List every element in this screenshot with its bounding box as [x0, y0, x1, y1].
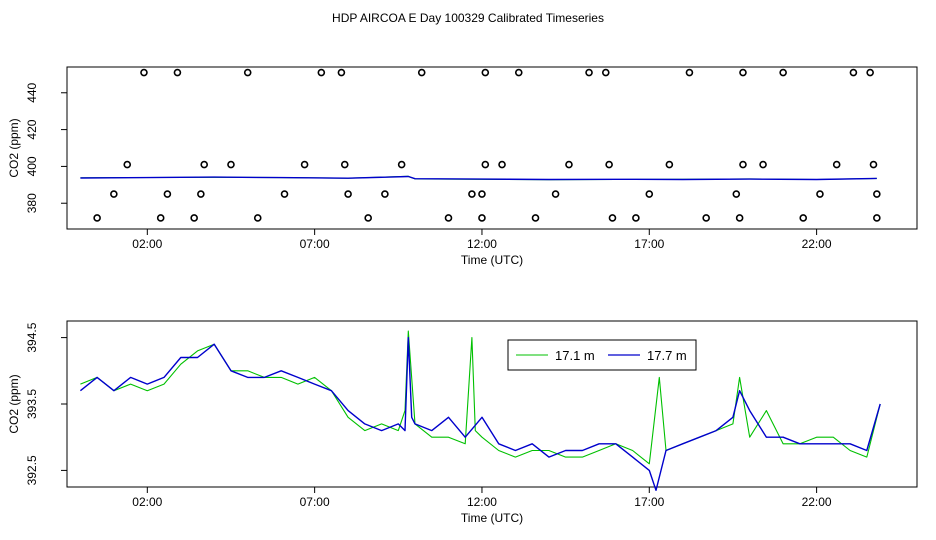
y-tick-label: 394.5: [25, 322, 39, 352]
calibration-point: [739, 160, 747, 169]
calibration-point: [869, 160, 878, 169]
x-tick-label: 12:00: [467, 237, 497, 251]
calibration-point: [481, 68, 490, 77]
calibration-point: [481, 160, 490, 169]
y-axis-title: CO2 (ppm): [7, 118, 21, 177]
y-tick-label: 400: [25, 156, 39, 176]
legend-label-17-1: 17.1 m: [555, 348, 595, 363]
calibration-point: [200, 160, 209, 169]
x-tick-label: 17:00: [634, 495, 664, 509]
calibration-point: [156, 214, 165, 222]
calibration-point: [364, 214, 372, 222]
calibration-point: [685, 68, 694, 77]
calibration-point: [227, 160, 235, 169]
figure-title: HDP AIRCOA E Day 100329 Calibrated Times…: [332, 11, 604, 25]
calibration-point: [110, 190, 118, 198]
y-tick-label: 440: [25, 82, 39, 102]
calibration-point: [551, 190, 560, 198]
x-tick-label: 17:00: [634, 237, 664, 251]
calibration-point: [849, 68, 858, 77]
calibration-point: [337, 68, 346, 77]
calibration-point: [565, 160, 573, 169]
calibration-point: [585, 68, 593, 77]
x-tick-label: 12:00: [467, 495, 497, 509]
calibration-point: [832, 160, 841, 169]
x-tick-label: 22:00: [802, 237, 832, 251]
series-17-1-m-line: [80, 330, 881, 465]
calibration-point: [123, 160, 132, 169]
calibration-point: [873, 190, 881, 198]
calibration-point: [300, 160, 309, 169]
upper-panel: 02:00 07:00 12:00 17:00 22:00 380 400 420 440 Tim…: [7, 66, 918, 267]
calibration-point: [280, 190, 289, 198]
y-tick-label: 393.5: [25, 389, 39, 419]
series-17-7-m-line: [79, 336, 881, 491]
calibration-point: [759, 160, 767, 169]
legend-box: [507, 339, 697, 371]
x-tick-label: 02:00: [132, 237, 162, 251]
series-17-7-m-line: [80, 175, 877, 181]
legend-label-17-7: 17.7 m: [647, 348, 687, 363]
x-tick-label: 07:00: [300, 237, 330, 251]
calibration-point: [866, 68, 874, 77]
calibration-point: [163, 190, 172, 198]
calibration-point: [381, 190, 389, 198]
calibration-point: [632, 214, 640, 222]
x-tick-label: 02:00: [132, 495, 162, 509]
calibration-point: [873, 214, 881, 222]
y-tick-label: 380: [25, 193, 39, 213]
calibration-point: [608, 214, 617, 222]
calibration-point: [478, 190, 486, 198]
calibration-point: [478, 214, 486, 222]
y-tick-label: 420: [25, 119, 39, 139]
calibration-point: [816, 190, 824, 198]
calibration-point: [468, 190, 476, 198]
calibration-point: [317, 68, 326, 77]
x-axis-title: Time (UTC): [461, 253, 523, 267]
calibration-point: [605, 160, 613, 169]
plot-frame: [66, 320, 918, 488]
calibration-point: [645, 190, 654, 198]
calibration-point: [739, 68, 747, 77]
calibration-point: [799, 214, 808, 222]
calibration-point: [531, 214, 540, 222]
calibration-point: [702, 214, 710, 222]
calibration-point: [243, 68, 252, 77]
calibration-point: [444, 214, 453, 222]
calibration-point: [779, 68, 787, 77]
calibration-point: [190, 214, 198, 222]
x-tick-label: 22:00: [802, 495, 832, 509]
lower-panel: 02:00 07:00 12:00 17:00 22:00 392.5 393.5 394.5…: [7, 320, 918, 525]
calibration-point: [735, 214, 744, 222]
plot-frame: [66, 66, 918, 230]
calibration-point: [344, 190, 352, 198]
calibration-point: [173, 68, 182, 77]
y-axis-title: CO2 (ppm): [7, 374, 21, 433]
calibration-point: [340, 160, 349, 169]
calibration-point: [253, 214, 262, 222]
calibration-point: [93, 214, 101, 222]
calibration-point: [140, 68, 148, 77]
calibration-point: [601, 68, 610, 77]
calibration-point: [397, 160, 406, 169]
calibration-point: [514, 68, 523, 77]
calibration-point: [732, 190, 741, 198]
legend: 17.1 m 17.7 m: [507, 339, 697, 371]
calibration-point: [665, 160, 674, 169]
y-tick-label: 392.5: [25, 455, 39, 485]
x-tick-label: 07:00: [300, 495, 330, 509]
calibration-point: [498, 160, 506, 169]
x-axis-title: Time (UTC): [461, 511, 523, 525]
calibration-point: [417, 68, 426, 77]
calibration-point: [197, 190, 205, 198]
